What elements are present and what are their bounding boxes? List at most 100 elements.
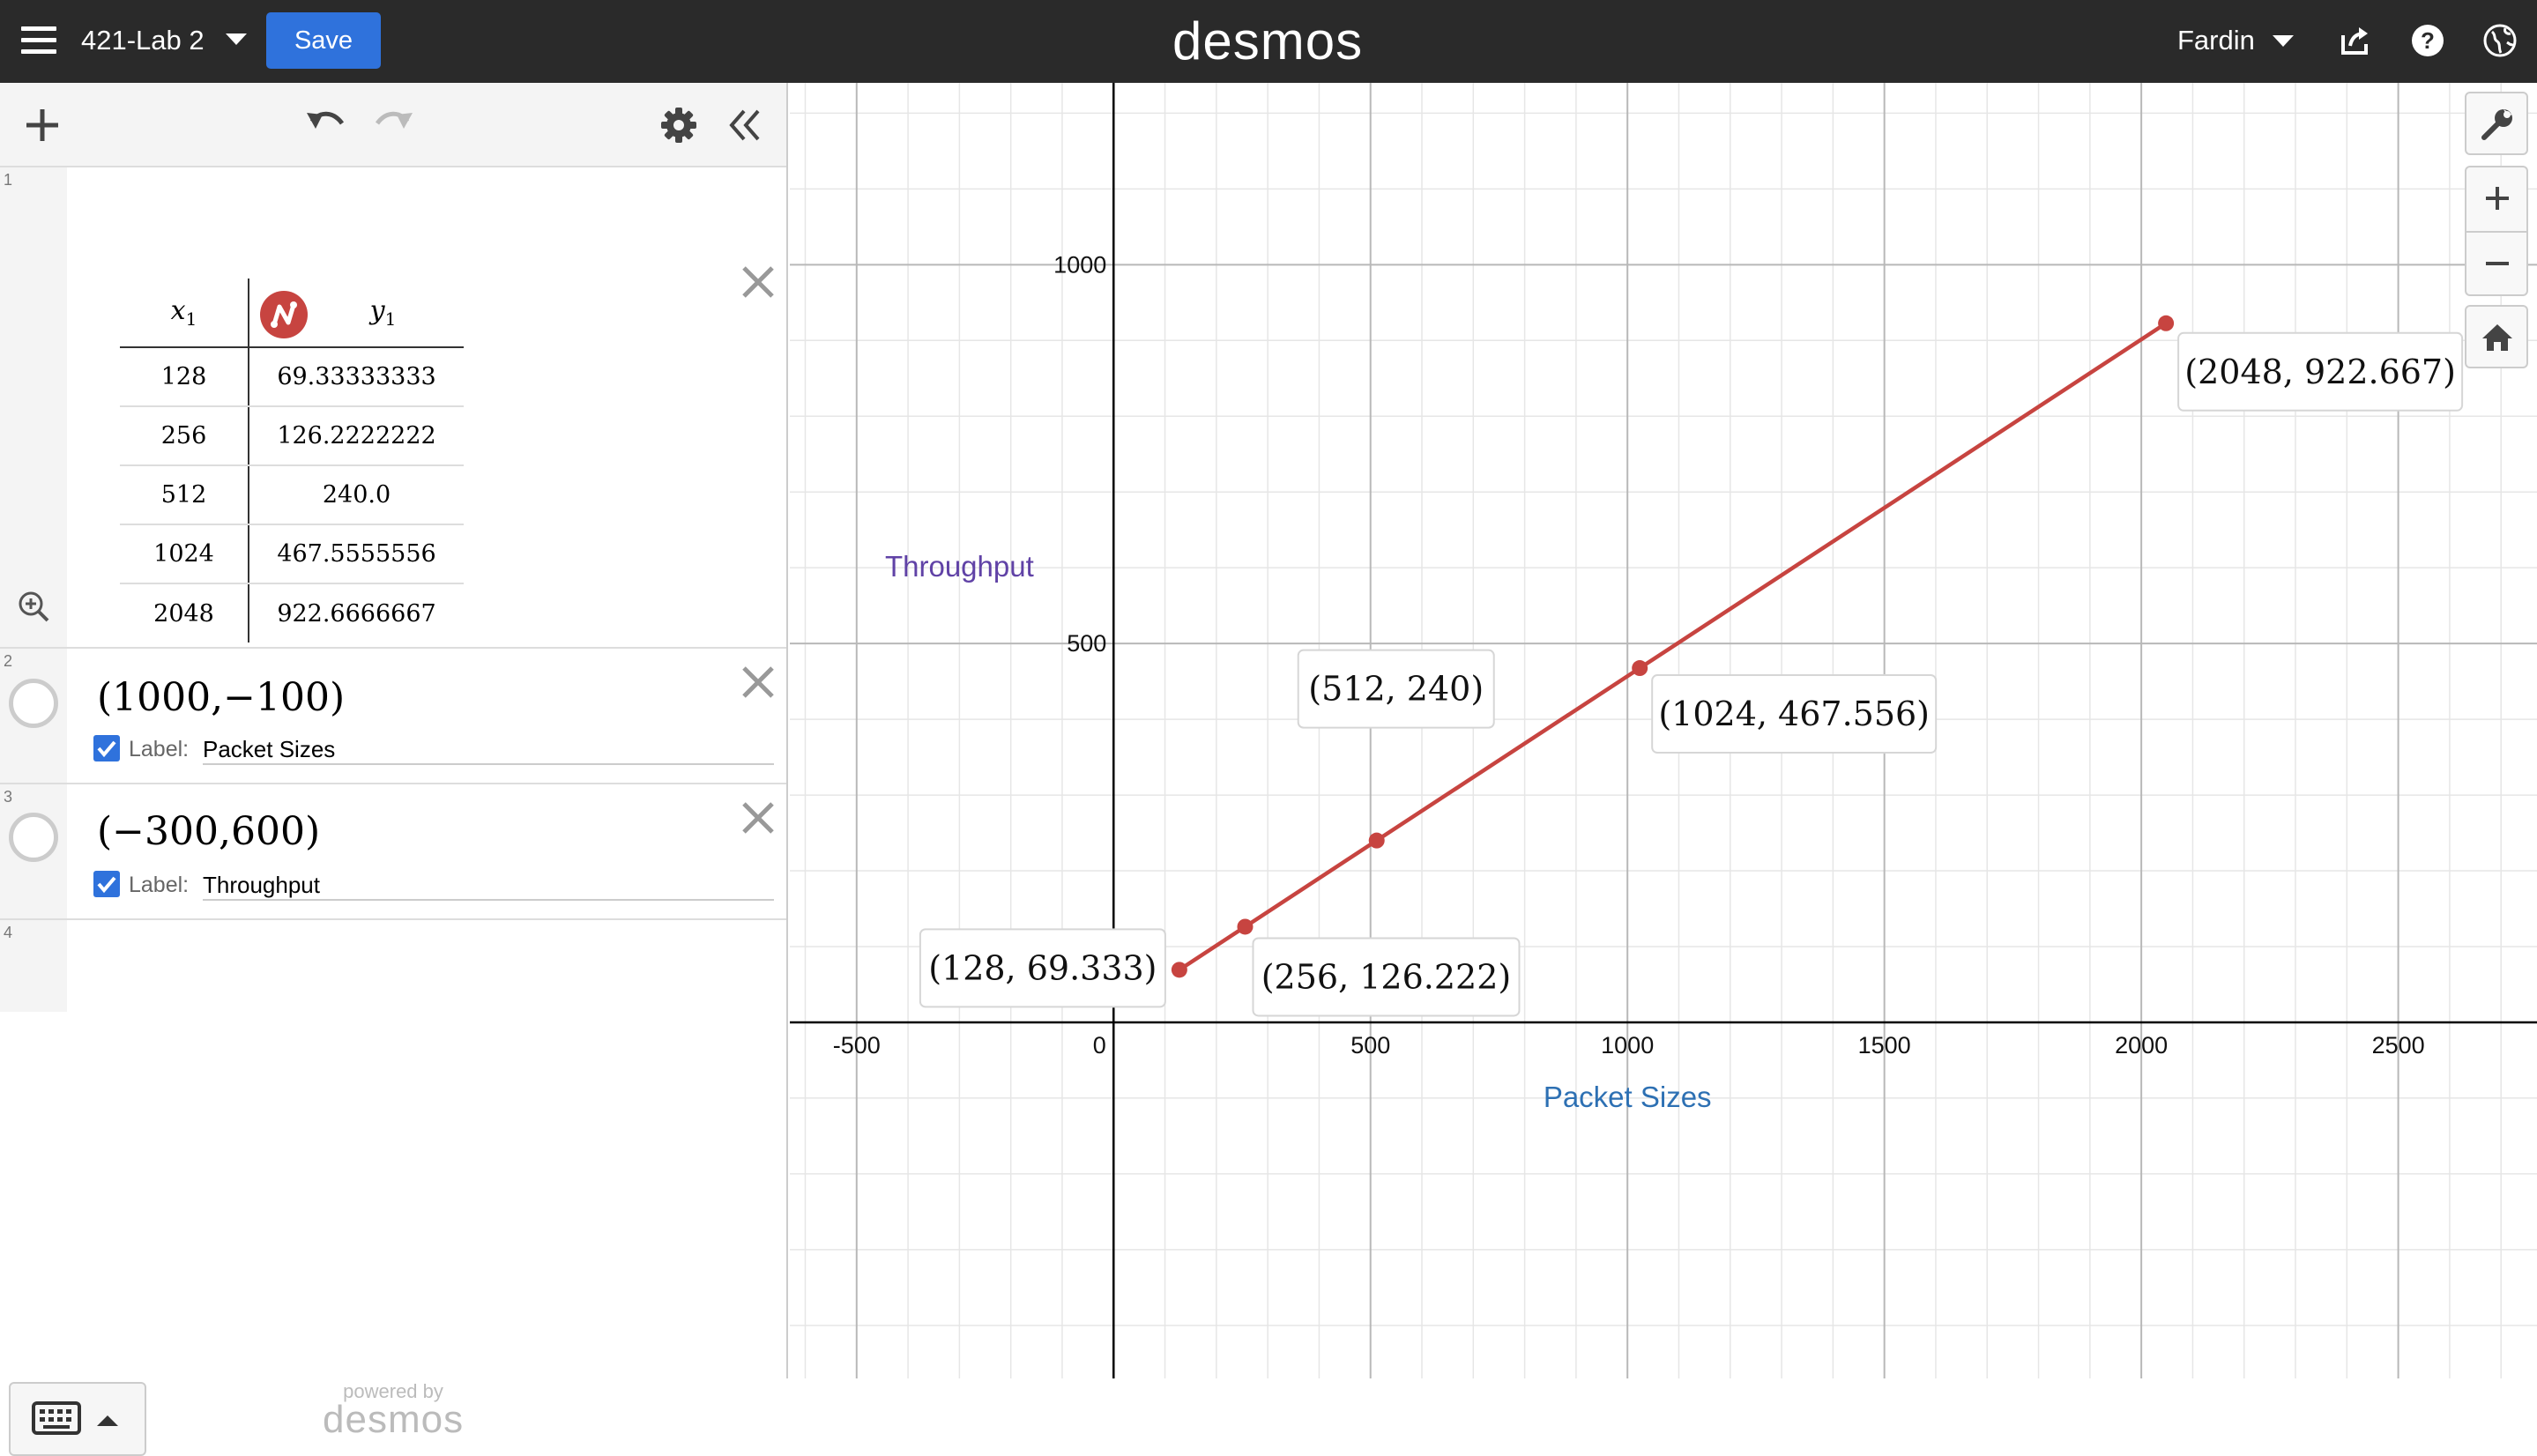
data-point — [1171, 962, 1187, 978]
point-label: (128, 69.333) — [928, 948, 1157, 987]
data-table: x1 y1 128 69.33333333 256 126.2222222 — [120, 279, 464, 643]
data-point — [1237, 918, 1254, 935]
expression-toolbar — [0, 83, 786, 167]
home-icon — [2482, 324, 2512, 351]
expression-point-packet-sizes[interactable]: 2 (1000,−100) Label: — [0, 649, 786, 784]
collapse-panel-icon[interactable] — [721, 102, 767, 148]
delete-expression-icon[interactable] — [739, 263, 777, 301]
add-expression-icon[interactable] — [19, 102, 65, 148]
title-dropdown-caret-icon[interactable] — [226, 33, 247, 45]
settings-gear-icon[interactable] — [656, 102, 702, 148]
y-tick-label: 1000 — [1053, 251, 1106, 278]
zoom-divider — [2466, 231, 2526, 233]
table-row: 256 126.2222222 — [120, 406, 464, 466]
table-cell[interactable]: 2048 — [120, 583, 249, 643]
zoom-out-icon[interactable] — [2479, 245, 2516, 282]
delete-expression-icon[interactable] — [739, 799, 777, 837]
expression-index: 1 — [4, 171, 13, 189]
label-title: Label: — [129, 737, 190, 761]
expression-gutter: 3 — [0, 784, 67, 918]
x-tick-label: 2500 — [2372, 1032, 2425, 1059]
graph-title[interactable]: 421-Lab 2 — [81, 25, 205, 56]
expression-table[interactable]: 1 x1 y1 — [0, 167, 786, 649]
expression-point-throughput[interactable]: 3 (−300,600) Label: — [0, 784, 786, 920]
table-cell[interactable]: 126.2222222 — [249, 406, 464, 466]
keyboard-toggle-button[interactable] — [9, 1382, 146, 1456]
point-label: (1024, 467.556) — [1658, 695, 1930, 733]
table-cell[interactable]: 922.6666667 — [277, 599, 436, 628]
hidden-style-circle-icon[interactable] — [9, 679, 58, 728]
table-row: 512 240.0 — [120, 465, 464, 525]
series-style-icon[interactable] — [260, 291, 308, 338]
data-point — [1632, 660, 1648, 677]
label-input[interactable] — [203, 733, 774, 765]
table-cell[interactable]: 512 — [120, 465, 249, 525]
x-tick-label: -500 — [833, 1032, 881, 1059]
x-tick-label: 1000 — [1601, 1032, 1654, 1059]
expression-gutter: 4 — [0, 920, 67, 1012]
data-point — [1368, 832, 1385, 849]
undo-icon[interactable] — [303, 100, 349, 146]
table-header-y[interactable]: y1 — [249, 279, 464, 348]
table-row: 2048 922.6666667 — [120, 583, 464, 643]
help-icon[interactable]: ? — [2410, 23, 2445, 58]
data-point — [2158, 315, 2175, 331]
svg-text:?: ? — [2421, 27, 2435, 54]
point-labels: (128, 69.333) (256, 126.222) (512, 240) (10… — [919, 331, 2464, 1017]
expression-math[interactable]: (1000,−100) — [97, 675, 346, 720]
label-checkbox-icon[interactable] — [93, 735, 120, 761]
language-globe-icon[interactable] — [2482, 23, 2518, 58]
x-tick-label: 0 — [1093, 1032, 1106, 1059]
share-icon[interactable] — [2338, 23, 2373, 58]
zoom-fit-icon[interactable] — [16, 589, 51, 624]
expression-empty[interactable]: 4 — [0, 920, 786, 1012]
zoom-controls — [2465, 166, 2528, 296]
label-row: Label: — [93, 733, 774, 765]
axis-annotation-label: Packet Sizes — [1544, 1081, 1712, 1113]
axes — [790, 83, 2537, 1378]
expression-index: 3 — [4, 788, 13, 806]
table-header-x[interactable]: x1 — [120, 279, 249, 348]
axis-annotation-label: Throughput — [885, 550, 1034, 583]
label-checkbox-icon[interactable] — [93, 871, 120, 897]
wrench-icon — [2481, 109, 2512, 140]
powered-by-desmos: powered by desmos — [323, 1380, 465, 1441]
series-polyline — [1178, 321, 2168, 972]
save-button[interactable]: Save — [266, 12, 381, 69]
redo-icon[interactable] — [370, 100, 416, 146]
keyboard-icon — [32, 1401, 118, 1435]
point-label-box — [2177, 331, 2464, 412]
label-input[interactable] — [203, 869, 774, 901]
hidden-style-circle-icon[interactable] — [9, 813, 58, 862]
series-line — [1171, 315, 2175, 978]
zoom-in-icon[interactable] — [2479, 180, 2516, 217]
table-cell[interactable]: 467.5555556 — [249, 524, 464, 584]
table-cell[interactable]: 69.33333333 — [249, 347, 464, 407]
x-tick-label: 2000 — [2115, 1032, 2168, 1059]
user-name[interactable]: Fardin — [2177, 25, 2255, 56]
user-dropdown-caret-icon[interactable] — [2273, 35, 2294, 47]
table-cell[interactable]: 240.0 — [249, 465, 464, 525]
expression-index: 2 — [4, 652, 13, 670]
table-cell[interactable]: 1024 — [120, 524, 249, 584]
hamburger-menu-icon[interactable] — [21, 26, 56, 56]
point-label: (256, 126.222) — [1261, 957, 1511, 996]
point-label-box — [1297, 649, 1495, 729]
point-label-box — [1651, 674, 1938, 754]
table-cell[interactable]: 128 — [120, 347, 249, 407]
default-viewport-button[interactable] — [2465, 305, 2528, 368]
label-title: Label: — [129, 873, 190, 897]
delete-expression-icon[interactable] — [739, 663, 777, 702]
table-cell[interactable]: 256 — [120, 406, 249, 466]
label-row: Label: — [93, 869, 774, 901]
table-row: 1024 467.5555556 — [120, 524, 464, 584]
x-tick-label: 500 — [1350, 1032, 1390, 1059]
graph-settings-button[interactable] — [2465, 92, 2528, 155]
expression-gutter: 2 — [0, 649, 67, 783]
expression-math[interactable]: (−300,600) — [97, 809, 321, 854]
tick-labels: -500 0 500 1000 1500 2000 2500 500 1000 — [833, 251, 2425, 1059]
point-label: (512, 240) — [1308, 670, 1484, 709]
y-tick-label: 500 — [1067, 630, 1106, 657]
desmos-logo: desmos — [1172, 11, 1364, 71]
graph-paper[interactable]: -500 0 500 1000 1500 2000 2500 500 1000 Packet S… — [790, 83, 2537, 1378]
